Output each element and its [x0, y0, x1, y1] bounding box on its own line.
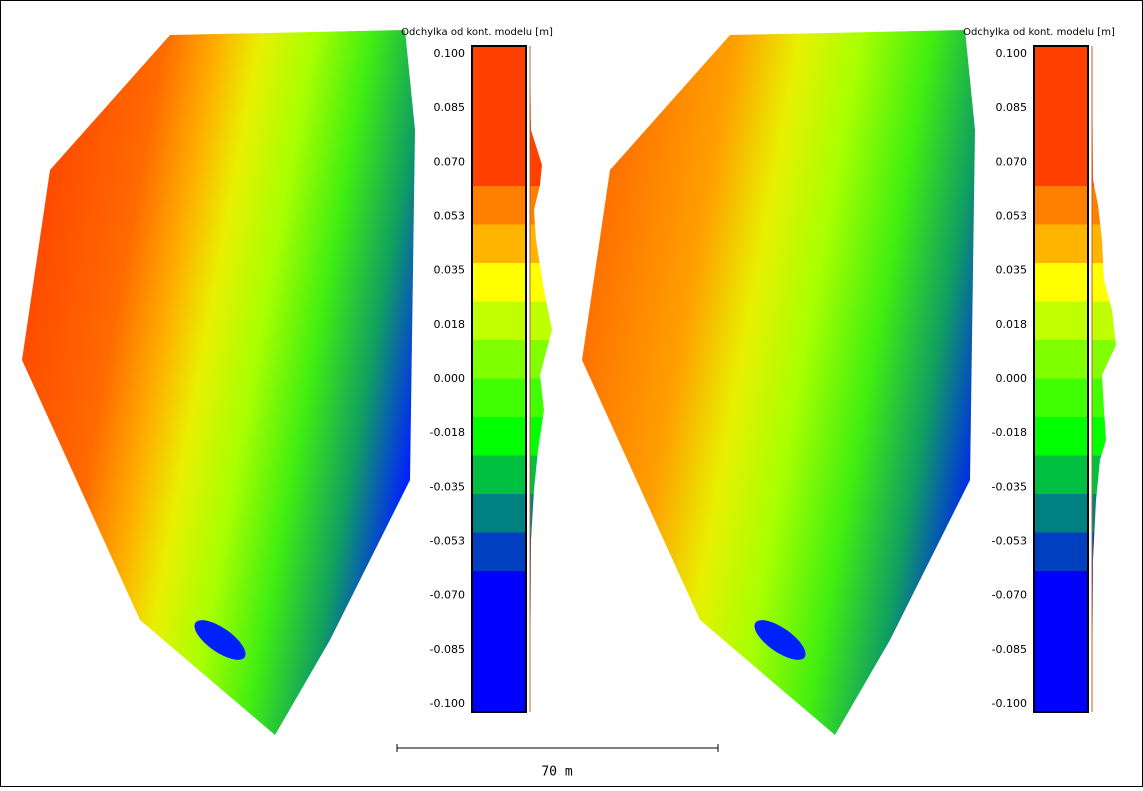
color-band — [1034, 494, 1088, 533]
color-band — [472, 225, 526, 264]
color-band — [1034, 571, 1088, 712]
tick-label: -0.018 — [992, 426, 1027, 439]
color-band — [472, 533, 526, 572]
scale-title: Odchylka od kont. modelu [m] — [401, 27, 553, 38]
tick-label: -0.100 — [992, 697, 1027, 710]
tick-label: 0.053 — [996, 210, 1028, 223]
tick-label: 0.000 — [434, 372, 466, 385]
color-band — [472, 302, 526, 341]
viewer: 70 m Odchylka od kont. modelu [m] 0.100 0.… — [0, 0, 1143, 787]
tick-label: 0.000 — [996, 372, 1028, 385]
color-band — [472, 186, 526, 225]
tick-label: -0.085 — [430, 643, 465, 656]
color-band — [472, 379, 526, 418]
tick-label: -0.070 — [992, 589, 1027, 602]
color-band — [1034, 340, 1088, 379]
color-band — [1034, 456, 1088, 495]
color-band — [1034, 46, 1088, 186]
scale-bar-label: 70 m — [541, 765, 572, 780]
color-band — [472, 571, 526, 712]
tick-label: -0.035 — [992, 480, 1027, 493]
tick-label: -0.085 — [992, 643, 1027, 656]
tick-label: 0.070 — [996, 155, 1028, 168]
tick-label: 0.070 — [434, 155, 466, 168]
tick-label: -0.035 — [430, 480, 465, 493]
color-band — [472, 46, 526, 186]
tick-label: -0.053 — [430, 535, 465, 548]
tick-label: 0.085 — [996, 101, 1028, 114]
color-band — [1034, 263, 1088, 302]
tick-label: 0.018 — [434, 318, 466, 331]
color-band — [1034, 302, 1088, 341]
color-band — [1034, 186, 1088, 225]
tick-label: 0.053 — [434, 210, 466, 223]
tick-label: 0.035 — [996, 264, 1028, 277]
color-band — [1034, 533, 1088, 572]
color-band — [472, 340, 526, 379]
color-band — [1034, 417, 1088, 456]
color-band — [1034, 225, 1088, 264]
tick-label: -0.100 — [430, 697, 465, 710]
scale-title: Odchylka od kont. modelu [m] — [963, 27, 1115, 38]
tick-label: -0.018 — [430, 426, 465, 439]
tick-label: 0.018 — [996, 318, 1028, 331]
color-band — [1034, 379, 1088, 418]
color-band — [472, 263, 526, 302]
tick-label: 0.100 — [996, 47, 1028, 60]
tick-label: 0.035 — [434, 264, 466, 277]
color-band — [472, 494, 526, 533]
tick-label: 0.085 — [434, 101, 466, 114]
tick-label: -0.070 — [430, 589, 465, 602]
tick-label: -0.053 — [992, 535, 1027, 548]
tick-label: 0.100 — [434, 47, 466, 60]
color-band — [472, 456, 526, 495]
color-band — [472, 417, 526, 456]
